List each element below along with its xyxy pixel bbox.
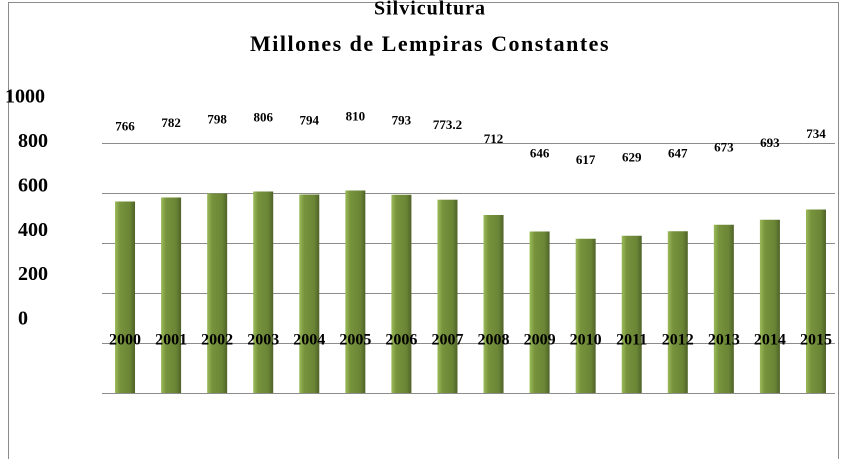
value-label: 806 xyxy=(253,110,273,125)
x-tick-label: 2006 xyxy=(385,332,417,349)
value-label: 798 xyxy=(207,111,227,126)
x-tick-label: 2007 xyxy=(431,332,463,349)
x-tick-label: 2005 xyxy=(339,332,371,349)
x-tick-label: 2011 xyxy=(616,332,647,349)
value-label: 693 xyxy=(760,135,780,150)
bar xyxy=(667,231,688,393)
x-tick-label: 2015 xyxy=(800,332,832,349)
value-label: 673 xyxy=(714,140,734,155)
value-label: 810 xyxy=(346,109,366,124)
chart-title: Silvicultura xyxy=(374,0,486,20)
x-tick-label: 2001 xyxy=(155,332,187,349)
x-tick-label: 2004 xyxy=(293,332,325,349)
x-tick-label: 2000 xyxy=(109,332,141,349)
bar xyxy=(253,191,274,393)
bar xyxy=(621,235,642,393)
value-label: 734 xyxy=(806,126,826,141)
x-tick-label: 2009 xyxy=(524,332,556,349)
value-label: 794 xyxy=(300,112,320,127)
value-label: 793 xyxy=(392,113,412,128)
y-tick-label: 400 xyxy=(18,219,48,241)
bar xyxy=(345,190,366,393)
bar xyxy=(115,201,136,393)
value-label: 773.2 xyxy=(433,117,462,132)
bar xyxy=(437,199,458,393)
bar xyxy=(713,224,734,393)
x-tick-label: 2012 xyxy=(662,332,694,349)
y-tick-label: 800 xyxy=(18,130,48,152)
value-label: 629 xyxy=(622,149,642,164)
y-tick-label: 1000 xyxy=(5,86,45,108)
bar xyxy=(161,197,182,393)
bar xyxy=(391,194,412,393)
bar xyxy=(575,238,596,393)
value-label: 782 xyxy=(161,115,181,130)
frame xyxy=(8,2,839,459)
x-tick-label: 2010 xyxy=(570,332,602,349)
value-label: 712 xyxy=(484,131,504,146)
bar xyxy=(759,219,780,393)
value-label: 617 xyxy=(576,152,596,167)
chart-subtitle: Millones de Lempiras Constantes xyxy=(250,31,610,56)
value-label: 647 xyxy=(668,145,688,160)
bar xyxy=(529,231,550,393)
bar xyxy=(207,193,228,393)
x-tick-label: 2013 xyxy=(708,332,740,349)
y-tick-label: 200 xyxy=(18,263,48,285)
value-label: 766 xyxy=(115,119,135,134)
bar xyxy=(483,215,504,393)
y-tick-label: 600 xyxy=(18,174,48,196)
y-tick-label: 0 xyxy=(18,308,28,330)
value-label: 646 xyxy=(530,146,550,161)
x-tick-label: 2008 xyxy=(478,332,510,349)
x-tick-label: 2002 xyxy=(201,332,233,349)
x-tick-label: 2003 xyxy=(247,332,279,349)
x-tick-label: 2014 xyxy=(754,332,786,349)
bar xyxy=(299,194,320,393)
bar xyxy=(805,209,826,393)
